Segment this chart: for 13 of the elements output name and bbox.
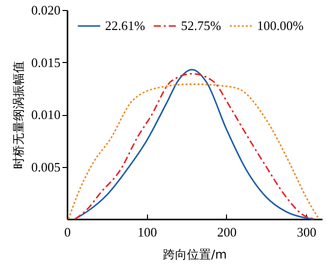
y-tick-label: 0.005 [31, 159, 60, 174]
x-axis-title: 跨向位置/m [163, 248, 227, 262]
legend-label: 100.00% [257, 18, 304, 33]
y-tick-label: 0.020 [31, 2, 60, 18]
y-axis-title: 时桥无量纲涡振幅值 [11, 61, 26, 169]
x-tick-label: 100 [137, 224, 157, 240]
x-tick-label: 300 [296, 224, 316, 240]
legend-label: 22.61% [105, 18, 146, 33]
legend-label: 52.75% [181, 18, 222, 33]
x-tick-label: 200 [217, 224, 237, 240]
x-tick-label: 0 [64, 224, 71, 240]
y-tick-label: 0.010 [31, 107, 60, 122]
y-tick-label: 0.015 [31, 54, 60, 70]
